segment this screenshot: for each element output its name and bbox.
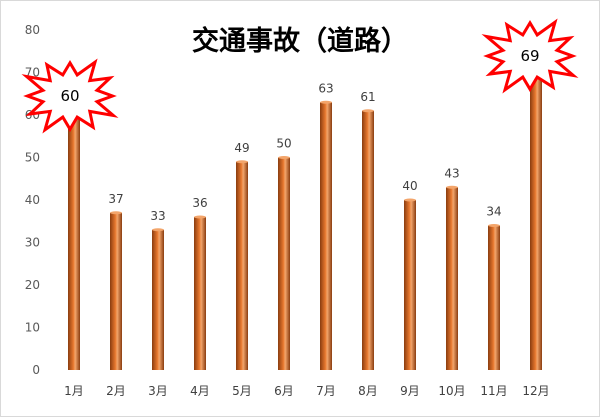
bar-cap (152, 228, 164, 232)
category-label: 9月 (400, 384, 420, 398)
bar-8月 (362, 110, 374, 370)
bar-cap (488, 224, 500, 227)
value-label: 34 (486, 205, 501, 219)
value-label: 61 (360, 90, 375, 104)
y-tick-label: 40 (25, 193, 40, 207)
value-label: 40 (402, 179, 417, 193)
bar-11月 (488, 225, 500, 370)
bar-1月 (68, 115, 80, 370)
bar-cap (110, 211, 122, 215)
y-tick-label: 0 (32, 363, 40, 377)
y-tick-label: 20 (25, 278, 40, 292)
value-label: 50 (276, 137, 291, 151)
category-label: 11月 (480, 384, 507, 398)
bar-cap (278, 156, 290, 159)
bar-6月 (278, 157, 290, 370)
value-label: 36 (192, 196, 207, 210)
category-label: 3月 (148, 384, 168, 398)
category-label: 7月 (316, 384, 336, 398)
chart-title: 交通事故（道路） (192, 25, 408, 57)
bar-9月 (404, 200, 416, 370)
bar-2月 (110, 212, 122, 370)
category-label: 4月 (190, 384, 210, 398)
y-tick-label: 80 (25, 23, 40, 37)
bar-cap (446, 185, 458, 189)
category-label: 10月 (438, 384, 465, 398)
highlight-value-label: 60 (60, 87, 79, 105)
category-label: 6月 (274, 384, 294, 398)
starburst-callout (481, 18, 579, 94)
bar-12月 (530, 76, 542, 370)
category-label: 1月 (64, 384, 84, 398)
category-label: 2月 (106, 384, 126, 398)
y-tick-label: 30 (25, 236, 40, 250)
bar-cap (194, 215, 206, 219)
bar-cap (236, 160, 248, 164)
category-label: 5月 (232, 384, 252, 398)
bar-cap (362, 109, 374, 113)
value-label: 37 (108, 192, 123, 206)
bar-3月 (152, 229, 164, 370)
value-label: 49 (234, 141, 249, 155)
highlight-value-label: 69 (520, 47, 539, 65)
category-label: 8月 (358, 384, 378, 398)
category-label: 12月 (522, 384, 549, 398)
y-tick-label: 10 (25, 321, 40, 335)
bar-5月 (236, 161, 248, 370)
starburst-callout (21, 58, 119, 134)
bar-4月 (194, 217, 206, 370)
value-label: 33 (150, 209, 165, 223)
bar-cap (320, 100, 332, 104)
bar-cap (404, 198, 416, 202)
value-label: 43 (444, 166, 459, 180)
value-label: 63 (318, 81, 333, 95)
y-tick-label: 50 (25, 151, 40, 165)
bar-10月 (446, 187, 458, 370)
bar-7月 (320, 102, 332, 370)
